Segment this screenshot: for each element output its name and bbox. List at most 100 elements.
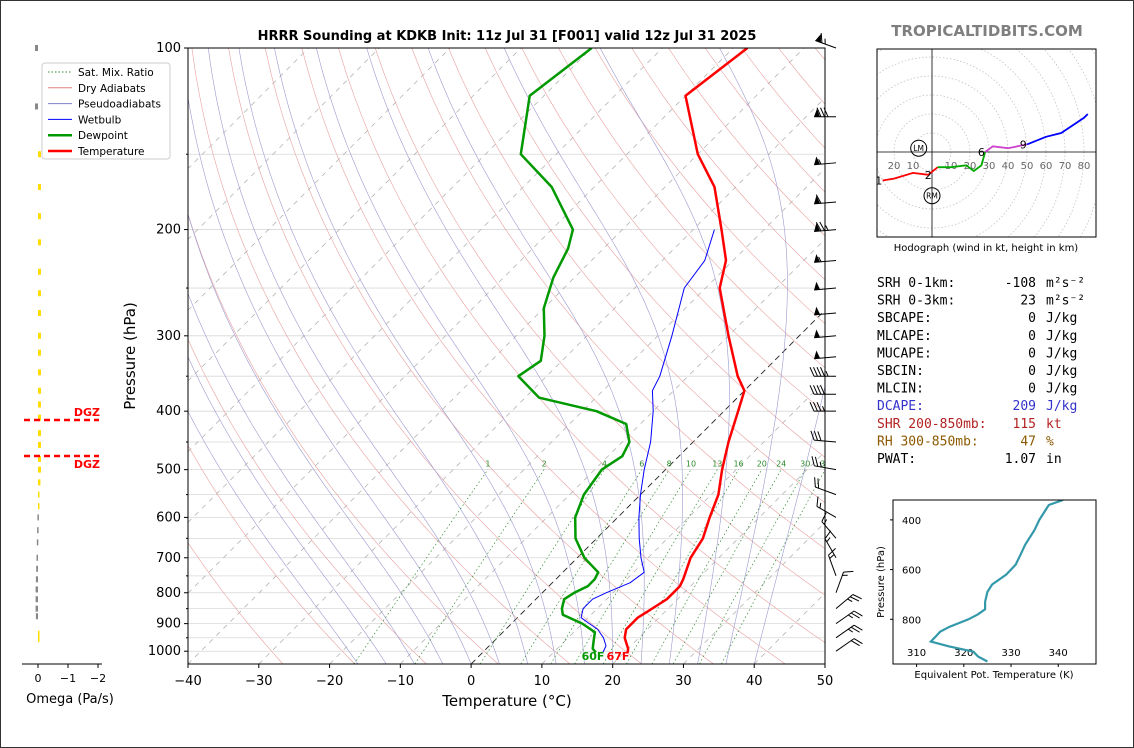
legend-label: Temperature	[77, 146, 145, 158]
mixing-ratio-line	[414, 469, 545, 664]
legend-label: Sat. Mix. Ratio	[78, 67, 154, 79]
omega-bar	[37, 514, 39, 521]
stat-value: 0	[1028, 382, 1036, 397]
omega-bar	[37, 527, 39, 534]
stat-label: MUCAPE:	[877, 346, 932, 361]
stat-value: 1.07	[1005, 452, 1036, 467]
mixing-ratio-line	[721, 469, 825, 664]
mixing-ratio-label: 8	[667, 460, 672, 469]
y-tick-label: 200	[156, 223, 181, 238]
stat-unit: kt	[1046, 417, 1062, 432]
omega-x-tick-label: 0	[35, 672, 42, 685]
theta-e-y-tick-label: 400	[902, 516, 921, 527]
hodograph-height-label: 9	[1020, 138, 1027, 151]
moist-adiabat	[427, 48, 645, 664]
dry-adiabat	[778, 48, 825, 105]
y-tick-label: 800	[156, 586, 181, 601]
theta-e-x-axis-label: Equivalent Pot. Temperature (K)	[914, 670, 1073, 681]
theta-e-profile: 310 320 330 340 400 600 800	[890, 500, 1068, 667]
omega-bar	[38, 430, 41, 437]
wind-barb	[809, 385, 836, 395]
wind-barb	[814, 254, 837, 263]
wind-barb	[814, 194, 837, 205]
stat-label: SBCAPE:	[877, 311, 932, 326]
wind-barb	[814, 281, 837, 291]
omega-bar	[38, 636, 40, 643]
omega-bar	[38, 290, 41, 297]
hodograph-ring-label: 20	[964, 161, 977, 172]
stat-unit: J/kg	[1046, 329, 1077, 344]
wind-barb	[835, 624, 863, 639]
x-tick-label: 20	[604, 674, 621, 689]
dgz-label-bottom: DGZ	[74, 458, 100, 471]
mixing-ratio-label: 13	[712, 460, 722, 469]
stat-unit: in	[1046, 452, 1062, 467]
theta-e-y-tick-label: 600	[902, 566, 921, 577]
hodograph-ring-label: 40	[1002, 161, 1015, 172]
omega-bar	[38, 466, 41, 473]
omega-bar	[35, 605, 38, 612]
omega-bar	[38, 414, 41, 421]
wind-barb	[811, 456, 837, 471]
hodograph-segment	[882, 166, 939, 182]
storm-motion-marker	[923, 187, 941, 205]
stat-value: 209	[1013, 399, 1036, 414]
omega-bar	[36, 539, 39, 546]
moist-adiabat	[238, 48, 528, 664]
stat-unit: J/kg	[1046, 346, 1077, 361]
wind-barb	[835, 570, 854, 593]
skewt-series	[517, 48, 749, 654]
mixing-ratio-line	[651, 469, 763, 664]
omega-bar	[38, 401, 41, 408]
moist-adiabat	[208, 48, 500, 664]
legend-label: Wetbulb	[78, 114, 122, 126]
series-wetbulb	[580, 229, 715, 653]
skewt-x-axis-label: Temperature (°C)	[441, 692, 571, 710]
moist-adiabat	[274, 48, 557, 664]
mixing-ratio-label: 36	[820, 460, 830, 469]
mixing-ratio-label: 2	[542, 460, 547, 469]
stat-label: PWAT:	[877, 452, 916, 467]
omega-bar	[35, 596, 38, 603]
mixing-ratio-label: 4	[602, 460, 607, 469]
dry-adiabat	[188, 444, 355, 664]
omega-profile: 0 −1 −2	[22, 45, 106, 685]
moist-adiabat	[188, 95, 472, 664]
omega-bar	[35, 103, 38, 110]
stat-value: -108	[1005, 276, 1036, 291]
wind-barb	[809, 401, 836, 412]
stat-label: SRH 0-3km:	[877, 294, 955, 309]
y-tick-label: 400	[156, 404, 181, 419]
dry-adiabat	[188, 338, 427, 664]
wind-barb	[814, 221, 837, 233]
stat-unit: m²s⁻²	[1046, 294, 1085, 309]
isotherm	[470, 309, 825, 664]
stat-unit: m²s⁻²	[1046, 276, 1085, 291]
legend-label: Dewpoint	[78, 130, 128, 142]
omega-bar	[35, 45, 38, 51]
y-tick-label: 1000	[148, 644, 181, 659]
omega-bar	[38, 491, 40, 498]
wind-barb	[821, 512, 837, 539]
wind-barb	[824, 530, 837, 559]
wind-barb	[814, 107, 836, 118]
stat-value: 0	[1028, 329, 1036, 344]
moist-adiabat	[599, 48, 730, 664]
y-tick-label: 500	[156, 463, 181, 478]
x-tick-label: −10	[387, 674, 414, 689]
stat-unit: J/kg	[1046, 382, 1077, 397]
y-tick-label: 700	[156, 551, 181, 566]
omega-bar	[38, 455, 41, 462]
stat-label: SRH 0-1km:	[877, 276, 955, 291]
dry-adiabat	[228, 48, 642, 664]
omega-axis-label: Omega (Pa/s)	[26, 692, 114, 707]
omega-x-tick-label: −2	[90, 672, 106, 685]
dry-adiabat	[558, 48, 825, 369]
omega-bar	[38, 213, 41, 220]
series-dewpoint	[517, 48, 631, 654]
hodograph-ring-label: 70	[1059, 161, 1072, 172]
stat-value: 23	[1020, 294, 1036, 309]
